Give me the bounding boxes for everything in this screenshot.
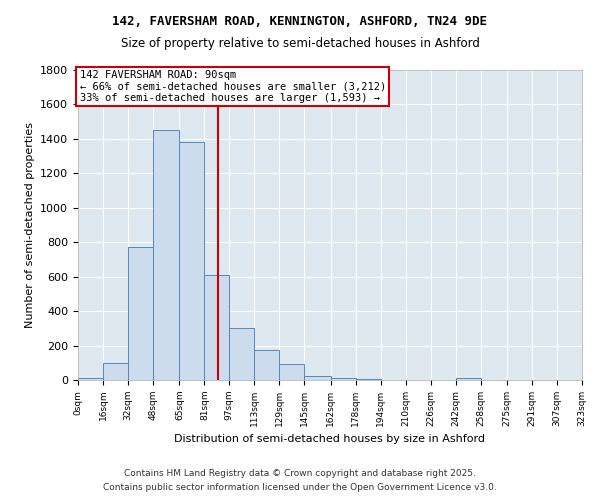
Bar	[279, 364, 304, 380]
Bar	[229, 328, 254, 380]
Bar	[455, 378, 481, 380]
X-axis label: Distribution of semi-detached houses by size in Ashford: Distribution of semi-detached houses by …	[175, 434, 485, 444]
Text: Size of property relative to semi-detached houses in Ashford: Size of property relative to semi-detach…	[121, 38, 479, 51]
Bar	[103, 363, 128, 380]
Bar	[304, 376, 331, 380]
Text: 142 FAVERSHAM ROAD: 90sqm
← 66% of semi-detached houses are smaller (3,212)
33% : 142 FAVERSHAM ROAD: 90sqm ← 66% of semi-…	[80, 70, 386, 103]
Bar	[205, 275, 229, 380]
Bar	[78, 378, 103, 380]
Bar	[254, 350, 279, 380]
Bar	[153, 130, 179, 380]
Bar	[179, 142, 205, 380]
Y-axis label: Number of semi-detached properties: Number of semi-detached properties	[25, 122, 35, 328]
Bar	[331, 378, 356, 380]
Text: Contains HM Land Registry data © Crown copyright and database right 2025.: Contains HM Land Registry data © Crown c…	[124, 468, 476, 477]
Bar	[128, 246, 153, 380]
Text: Contains public sector information licensed under the Open Government Licence v3: Contains public sector information licen…	[103, 484, 497, 492]
Bar	[356, 379, 381, 380]
Text: 142, FAVERSHAM ROAD, KENNINGTON, ASHFORD, TN24 9DE: 142, FAVERSHAM ROAD, KENNINGTON, ASHFORD…	[113, 15, 487, 28]
